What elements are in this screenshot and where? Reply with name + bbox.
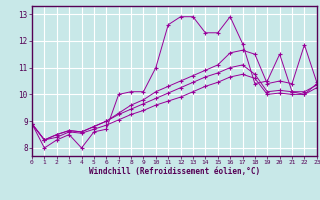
X-axis label: Windchill (Refroidissement éolien,°C): Windchill (Refroidissement éolien,°C) bbox=[89, 167, 260, 176]
